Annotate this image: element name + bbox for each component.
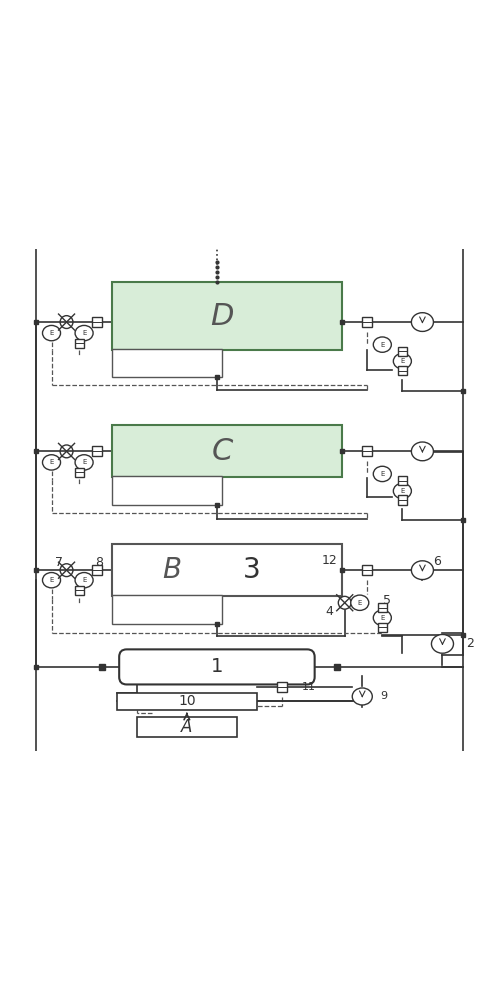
- FancyBboxPatch shape: [112, 425, 342, 477]
- Ellipse shape: [352, 688, 372, 705]
- Text: 7: 7: [55, 556, 63, 569]
- Ellipse shape: [373, 337, 391, 352]
- FancyBboxPatch shape: [112, 544, 342, 596]
- Ellipse shape: [42, 573, 60, 588]
- Text: D: D: [210, 302, 234, 331]
- Text: 5: 5: [384, 594, 391, 607]
- Text: 2: 2: [466, 637, 474, 650]
- Ellipse shape: [431, 634, 454, 653]
- Text: B: B: [162, 556, 181, 584]
- Ellipse shape: [373, 610, 391, 625]
- FancyBboxPatch shape: [92, 565, 102, 575]
- FancyBboxPatch shape: [378, 603, 387, 612]
- FancyBboxPatch shape: [92, 317, 102, 327]
- FancyBboxPatch shape: [277, 682, 287, 692]
- Text: E: E: [82, 330, 86, 336]
- FancyBboxPatch shape: [75, 339, 84, 348]
- Text: 1: 1: [211, 657, 223, 676]
- FancyBboxPatch shape: [119, 649, 314, 684]
- Text: A: A: [181, 718, 193, 736]
- FancyBboxPatch shape: [112, 349, 222, 377]
- FancyBboxPatch shape: [362, 565, 372, 575]
- Ellipse shape: [42, 325, 60, 341]
- Ellipse shape: [75, 573, 93, 588]
- Text: 11: 11: [302, 682, 316, 692]
- Ellipse shape: [351, 595, 369, 610]
- Text: E: E: [380, 471, 385, 477]
- FancyBboxPatch shape: [362, 317, 372, 327]
- FancyBboxPatch shape: [398, 366, 407, 375]
- FancyBboxPatch shape: [92, 446, 102, 456]
- Text: C: C: [211, 437, 232, 466]
- Ellipse shape: [75, 455, 93, 470]
- Text: 4: 4: [326, 605, 334, 618]
- Text: E: E: [82, 577, 86, 583]
- Text: E: E: [380, 615, 385, 621]
- Ellipse shape: [373, 466, 391, 482]
- Ellipse shape: [393, 483, 411, 499]
- FancyBboxPatch shape: [112, 595, 222, 624]
- FancyBboxPatch shape: [75, 468, 84, 477]
- Ellipse shape: [75, 325, 93, 341]
- FancyBboxPatch shape: [362, 446, 372, 456]
- Ellipse shape: [411, 442, 433, 461]
- Text: 8: 8: [95, 556, 103, 569]
- Text: E: E: [357, 600, 362, 606]
- Text: 12: 12: [322, 554, 338, 567]
- FancyBboxPatch shape: [398, 347, 407, 356]
- Text: 9: 9: [380, 691, 387, 701]
- Ellipse shape: [393, 353, 411, 369]
- FancyBboxPatch shape: [112, 476, 222, 505]
- Text: 10: 10: [178, 694, 196, 708]
- FancyBboxPatch shape: [398, 476, 407, 485]
- FancyBboxPatch shape: [75, 586, 84, 595]
- Text: E: E: [380, 342, 385, 348]
- FancyBboxPatch shape: [137, 717, 237, 737]
- Text: E: E: [82, 459, 86, 465]
- Ellipse shape: [411, 561, 433, 580]
- FancyBboxPatch shape: [116, 693, 257, 710]
- Text: 6: 6: [433, 555, 442, 568]
- Text: E: E: [49, 459, 54, 465]
- Text: E: E: [49, 577, 54, 583]
- Text: E: E: [400, 488, 405, 494]
- FancyBboxPatch shape: [112, 282, 342, 350]
- Text: E: E: [49, 330, 54, 336]
- Text: 3: 3: [243, 556, 261, 584]
- Ellipse shape: [411, 313, 433, 331]
- Ellipse shape: [42, 455, 60, 470]
- FancyBboxPatch shape: [378, 623, 387, 632]
- Text: E: E: [400, 358, 405, 364]
- FancyBboxPatch shape: [398, 495, 407, 505]
